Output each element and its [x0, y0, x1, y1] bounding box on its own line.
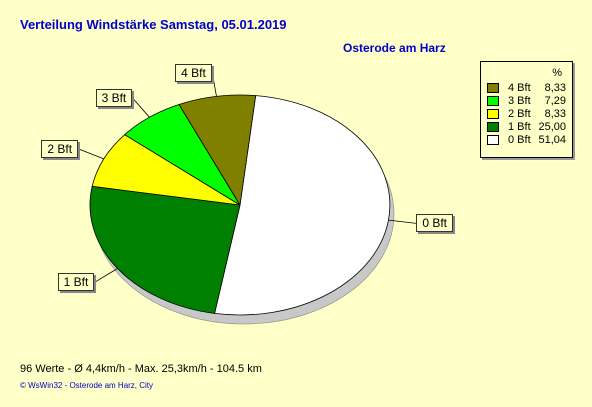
slice-label-4-bft: 4 Bft — [175, 63, 212, 82]
legend-value: 8,33 — [544, 81, 566, 94]
legend-value: 7,29 — [544, 94, 566, 107]
legend-swatch — [487, 108, 499, 119]
pie-slice-0-bft — [214, 95, 391, 316]
legend: % 4 Bft 8,33 3 Bft 7,29 2 Bft 8,33 1 Bft 25,00 0… — [480, 61, 573, 158]
location-label: Osterode am Harz — [343, 41, 446, 55]
legend-label: 3 Bft — [508, 94, 531, 107]
leader-line — [78, 148, 104, 160]
legend-label: 4 Bft — [508, 81, 531, 94]
slice-label-0-bft: 0 Bft — [416, 214, 453, 233]
legend-swatch — [487, 134, 499, 145]
slice-label-1-bft: 1 Bft — [57, 273, 95, 292]
legend-item: 3 Bft 7,29 — [487, 94, 568, 107]
stats-line: 96 Werte - Ø 4,4km/h - Max. 25,3km/h - 1… — [20, 363, 262, 375]
leader-line — [94, 268, 118, 283]
legend-label: 2 Bft — [508, 107, 531, 120]
legend-label: 0 Bft — [508, 133, 531, 146]
legend-value: 8,33 — [544, 107, 566, 120]
legend-item: 2 Bft 8,33 — [487, 107, 568, 120]
pie-slice-1-bft — [89, 185, 241, 314]
legend-label: 1 Bft — [508, 120, 531, 133]
leader-line — [211, 72, 217, 97]
chart-title: Verteilung Windstärke Samstag, 05.01.201… — [20, 17, 287, 32]
legend-item: 0 Bft 51,04 — [487, 133, 568, 146]
legend-swatch — [487, 82, 499, 93]
legend-percent-header: % — [552, 67, 562, 79]
legend-swatch — [487, 121, 499, 132]
slice-label-3-bft: 3 Bft — [95, 89, 133, 108]
legend-value: 51,04 — [538, 133, 566, 146]
footer-credit: © WsWin32 - Osterode am Harz, City — [20, 381, 154, 390]
leader-line — [388, 219, 417, 224]
leader-line — [132, 97, 150, 118]
legend-swatch — [487, 95, 499, 106]
legend-value: 25,00 — [538, 120, 566, 133]
legend-item: 1 Bft 25,00 — [487, 120, 568, 133]
slice-label-2-bft: 2 Bft — [41, 139, 79, 158]
legend-item: 4 Bft 8,33 — [487, 81, 568, 94]
